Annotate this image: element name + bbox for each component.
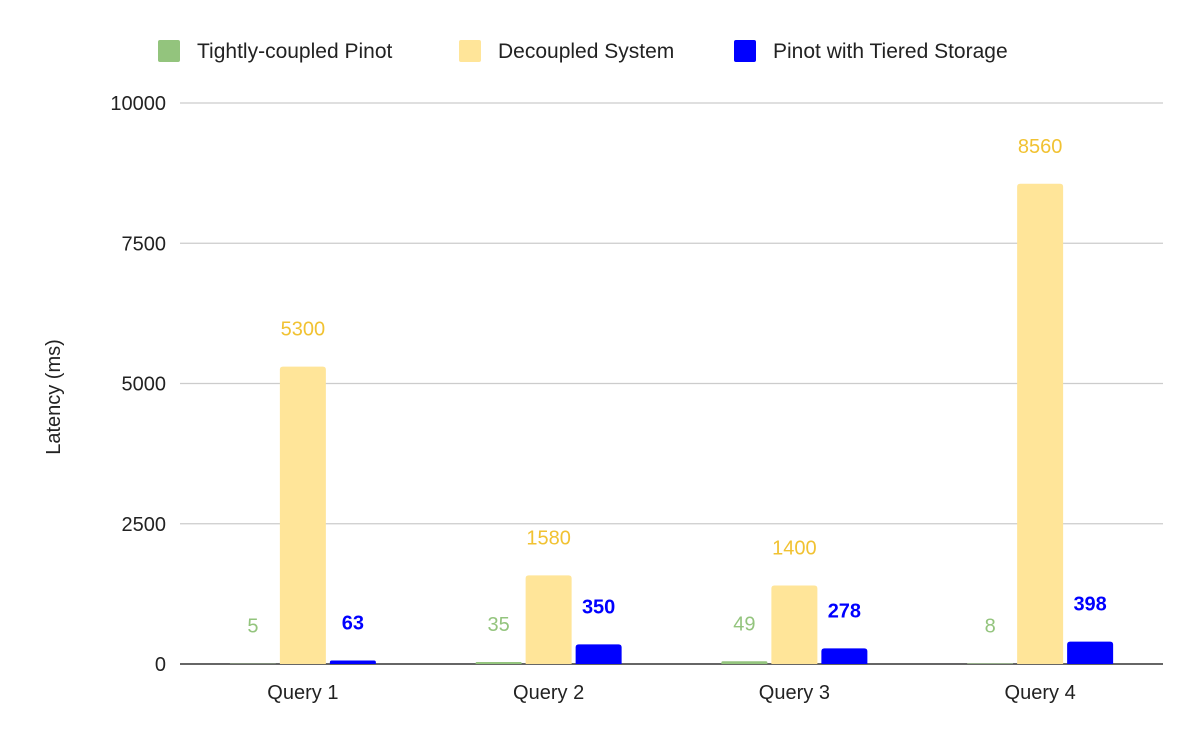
y-axis-title: Latency (ms) [43,339,65,455]
bar-decoupled-system-2 [525,575,572,664]
y-tick-label: 7500 [122,233,167,255]
bar-pinot-with-tiered-storage-2 [575,644,622,664]
legend-swatch [734,40,756,62]
bar-decoupled-system-4 [1017,183,1064,664]
y-tick-label: 2500 [122,514,167,536]
legend-item: Tightly-coupled Pinot [158,40,392,63]
x-tick-label: Query 4 [1005,682,1076,704]
legend-item: Pinot with Tiered Storage [734,40,1008,63]
bar-tightly-coupled-pinot-2 [475,662,522,664]
x-tick-label: Query 1 [267,682,338,704]
chart-bars [229,183,1114,664]
y-tick-label: 10000 [110,93,166,115]
x-tick-label: Query 2 [513,682,584,704]
bar-decoupled-system-3 [771,585,818,664]
chart-gridlines [180,102,1163,665]
data-label: 1580 [526,527,571,549]
data-label: 398 [1073,594,1106,616]
bar-pinot-with-tiered-storage-1 [329,660,376,664]
legend-swatch [158,40,180,62]
y-tick-label: 5000 [122,374,167,396]
data-label: 63 [342,612,364,634]
legend-label: Tightly-coupled Pinot [197,40,392,63]
data-label: 49 [733,613,755,635]
legend-item: Decoupled System [459,40,674,63]
bar-decoupled-system-1 [279,366,326,664]
y-axis-ticks: 0 2500 5000 7500 10000 [110,93,166,676]
legend-label: Pinot with Tiered Storage [773,40,1008,63]
data-label: 35 [488,614,510,636]
data-label: 5300 [281,319,326,341]
data-label: 5 [247,616,258,638]
data-label: 350 [582,596,615,618]
legend-swatch [459,40,481,62]
legend-label: Decoupled System [498,40,674,63]
data-labels: 5 5300 63 35 1580 350 49 1400 278 8 8560 398 [247,136,1107,638]
bar-pinot-with-tiered-storage-4 [1067,641,1114,664]
data-label: 1400 [772,537,817,559]
x-axis-ticks: Query 1 Query 2 Query 3 Query 4 [267,682,1075,704]
bar-pinot-with-tiered-storage-3 [821,648,868,664]
bar-tightly-coupled-pinot-3 [721,661,768,664]
y-tick-label: 0 [155,654,166,676]
x-tick-label: Query 3 [759,682,830,704]
data-label: 8560 [1018,136,1063,158]
chart-legend: Tightly-coupled Pinot Decoupled System Pin… [158,40,1008,63]
data-label: 8 [985,616,996,638]
data-label: 278 [828,600,861,622]
